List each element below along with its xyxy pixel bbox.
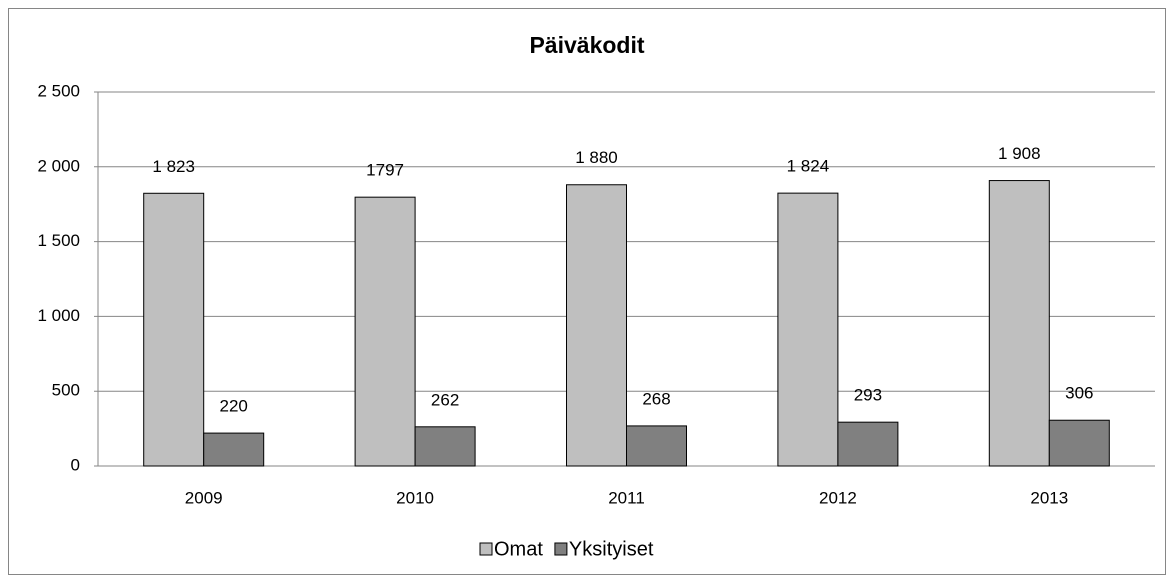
x-tick-label: 2010 [396,488,434,507]
value-label: 1 823 [152,157,195,176]
legend-swatch [554,542,568,556]
y-tick-label: 500 [52,381,80,400]
x-tick-label: 2012 [819,488,857,507]
bar [626,425,687,467]
y-tick-label: 1 000 [37,306,80,325]
bar [566,184,627,467]
x-tick-label: 2013 [1030,488,1068,507]
y-tick-label: 2 500 [37,81,80,100]
value-label: 268 [642,389,670,408]
value-label: 262 [431,390,459,409]
x-tick-label: 2011 [608,488,645,507]
bar [1048,419,1110,467]
legend-swatch [479,542,493,556]
value-label: 1 908 [998,144,1041,163]
value-label: 306 [1065,384,1093,403]
legend-label: Yksityiset [569,538,654,560]
value-label: 293 [854,386,882,405]
value-label: 1797 [366,161,404,180]
y-tick-label: 0 [71,455,80,474]
y-tick-label: 2 000 [37,156,80,175]
chart-title: Päiväkodit [529,32,644,58]
legend-label: Omat [494,538,543,560]
bar [354,196,416,467]
bar [777,192,839,467]
y-tick-label: 1 500 [37,231,80,250]
bar [837,421,899,467]
x-tick-label: 2009 [185,488,223,507]
bar [414,426,476,467]
value-label: 1 880 [575,148,618,167]
bar [143,192,205,467]
bar [988,180,1050,467]
bar [203,432,265,467]
value-label: 220 [220,397,248,416]
value-label: 1 824 [787,157,830,176]
